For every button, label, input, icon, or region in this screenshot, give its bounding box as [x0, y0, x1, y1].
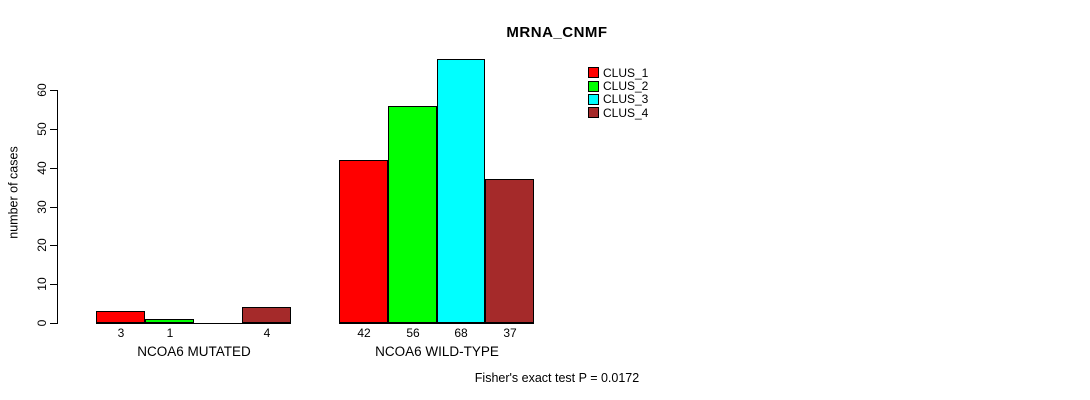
legend: CLUS_1 CLUS_2 CLUS_3 CLUS_4: [588, 66, 648, 120]
legend-item-CLUS_2: CLUS_2: [588, 79, 648, 92]
bar-CLUS_1-ncoa6-mutated: [96, 311, 145, 323]
y-axis-tick: [50, 207, 57, 208]
legend-item-CLUS_4: CLUS_4: [588, 106, 648, 119]
bar-CLUS_2-ncoa6-mutated: [145, 319, 194, 323]
y-axis-tick: [50, 284, 57, 285]
bar-value-label: 37: [503, 326, 517, 340]
bar-CLUS_2-ncoa6-wild-type: [388, 106, 437, 323]
legend-label: CLUS_4: [603, 105, 649, 120]
y-axis-tick-label: 20: [35, 238, 49, 252]
legend-swatch-CLUS_1: [588, 67, 599, 79]
y-axis-tick: [50, 129, 57, 130]
legend-label: CLUS_3: [603, 92, 649, 107]
bar-CLUS_4-ncoa6-wild-type: [485, 179, 534, 323]
bar-value-label: 4: [263, 326, 271, 340]
y-axis-tick: [50, 90, 57, 91]
y-axis-tick: [50, 168, 57, 169]
bar-value-label: 3: [117, 326, 125, 340]
legend-label: CLUS_2: [603, 79, 649, 94]
y-axis-line: [57, 90, 58, 324]
y-axis-tick-label: 10: [35, 277, 49, 291]
legend-item-CLUS_3: CLUS_3: [588, 93, 648, 106]
chart-title: MRNA_CNMF: [506, 24, 608, 41]
x-group-label: NCOA6 MUTATED: [137, 344, 251, 359]
bar-CLUS_4-ncoa6-mutated: [242, 307, 291, 323]
x-group-label: NCOA6 WILD-TYPE: [375, 344, 499, 359]
y-axis-tick: [50, 323, 57, 324]
y-axis-tick-label: 50: [35, 122, 49, 136]
bar-CLUS_3-ncoa6-wild-type: [437, 59, 485, 323]
y-axis-tick: [50, 245, 57, 246]
x-baseline: [96, 323, 291, 324]
legend-swatch-CLUS_2: [588, 80, 599, 92]
bar-value-label: 68: [454, 326, 468, 340]
y-axis-tick-label: 60: [35, 83, 49, 97]
legend-swatch-CLUS_3: [588, 93, 599, 105]
bar-value-label: 56: [406, 326, 420, 340]
footnote: Fisher's exact test P = 0.0172: [474, 371, 640, 385]
x-baseline: [339, 323, 534, 324]
y-axis-tick-label: 40: [35, 161, 49, 175]
bar-value-label: 1: [166, 326, 174, 340]
legend-item-CLUS_1: CLUS_1: [588, 66, 648, 79]
bar-CLUS_1-ncoa6-wild-type: [339, 160, 388, 323]
bar-value-label: 42: [357, 326, 371, 340]
legend-label: CLUS_1: [603, 65, 649, 80]
y-axis-tick-label: 30: [35, 200, 49, 214]
legend-swatch-CLUS_4: [588, 107, 599, 119]
y-axis-tick-label: 0: [35, 319, 49, 327]
